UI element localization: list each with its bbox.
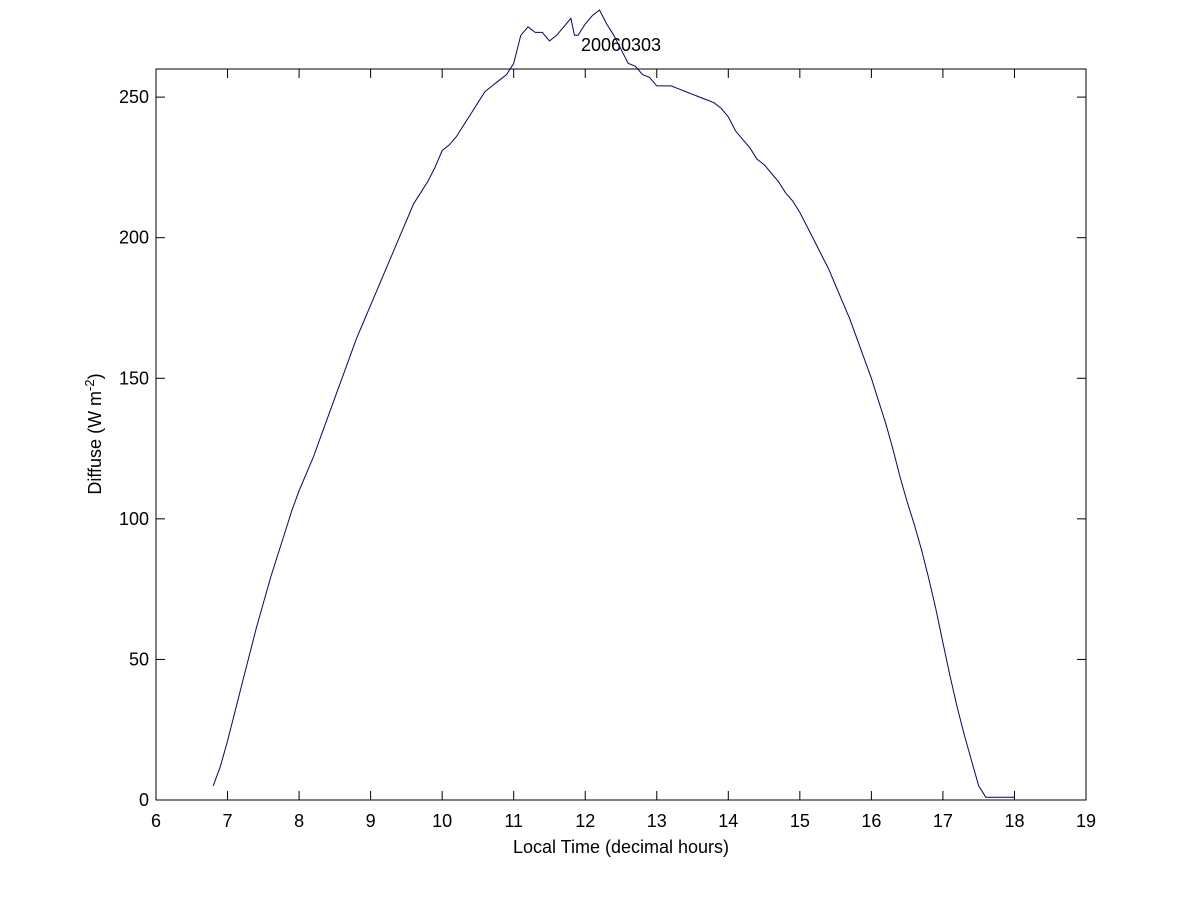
x-tick-label: 17 bbox=[933, 811, 953, 831]
y-axis-label-superscript: -2 bbox=[82, 379, 97, 391]
y-tick-label: 0 bbox=[139, 790, 149, 810]
x-tick-label: 11 bbox=[504, 811, 523, 831]
series-line bbox=[212, 9, 1015, 798]
y-tick-label: 250 bbox=[119, 87, 149, 107]
y-axis-label-suffix: ) bbox=[85, 373, 105, 379]
y-tick-label: 50 bbox=[129, 649, 149, 669]
x-tick-label: 14 bbox=[718, 811, 738, 831]
y-tick-label: 200 bbox=[119, 228, 149, 248]
x-tick-label: 19 bbox=[1076, 811, 1096, 831]
y-axis-ticks: 0 50 100 150 200 250 bbox=[119, 87, 1086, 810]
x-axis-ticks: 6 7 8 9 10 11 12 13 14 15 16 17 18 19 bbox=[151, 69, 1096, 831]
x-tick-label: 8 bbox=[294, 811, 304, 831]
y-tick-label: 100 bbox=[119, 509, 149, 529]
x-tick-label: 13 bbox=[647, 811, 667, 831]
x-tick-label: 15 bbox=[790, 811, 810, 831]
chart-title: 20060303 bbox=[581, 35, 661, 55]
x-tick-label: 9 bbox=[366, 811, 376, 831]
plot-area bbox=[155, 68, 1087, 801]
x-tick-label: 10 bbox=[432, 811, 452, 831]
x-tick-label: 6 bbox=[151, 811, 161, 831]
x-tick-label: 16 bbox=[861, 811, 881, 831]
x-tick-label: 12 bbox=[575, 811, 595, 831]
x-tick-label: 7 bbox=[223, 811, 233, 831]
x-tick-label: 18 bbox=[1004, 811, 1024, 831]
x-axis-label: Local Time (decimal hours) bbox=[513, 837, 729, 857]
y-axis-label: Diffuse (W m-2) bbox=[82, 373, 105, 494]
y-tick-label: 150 bbox=[119, 368, 149, 388]
y-axis-label-prefix: Diffuse (W m bbox=[85, 391, 105, 495]
